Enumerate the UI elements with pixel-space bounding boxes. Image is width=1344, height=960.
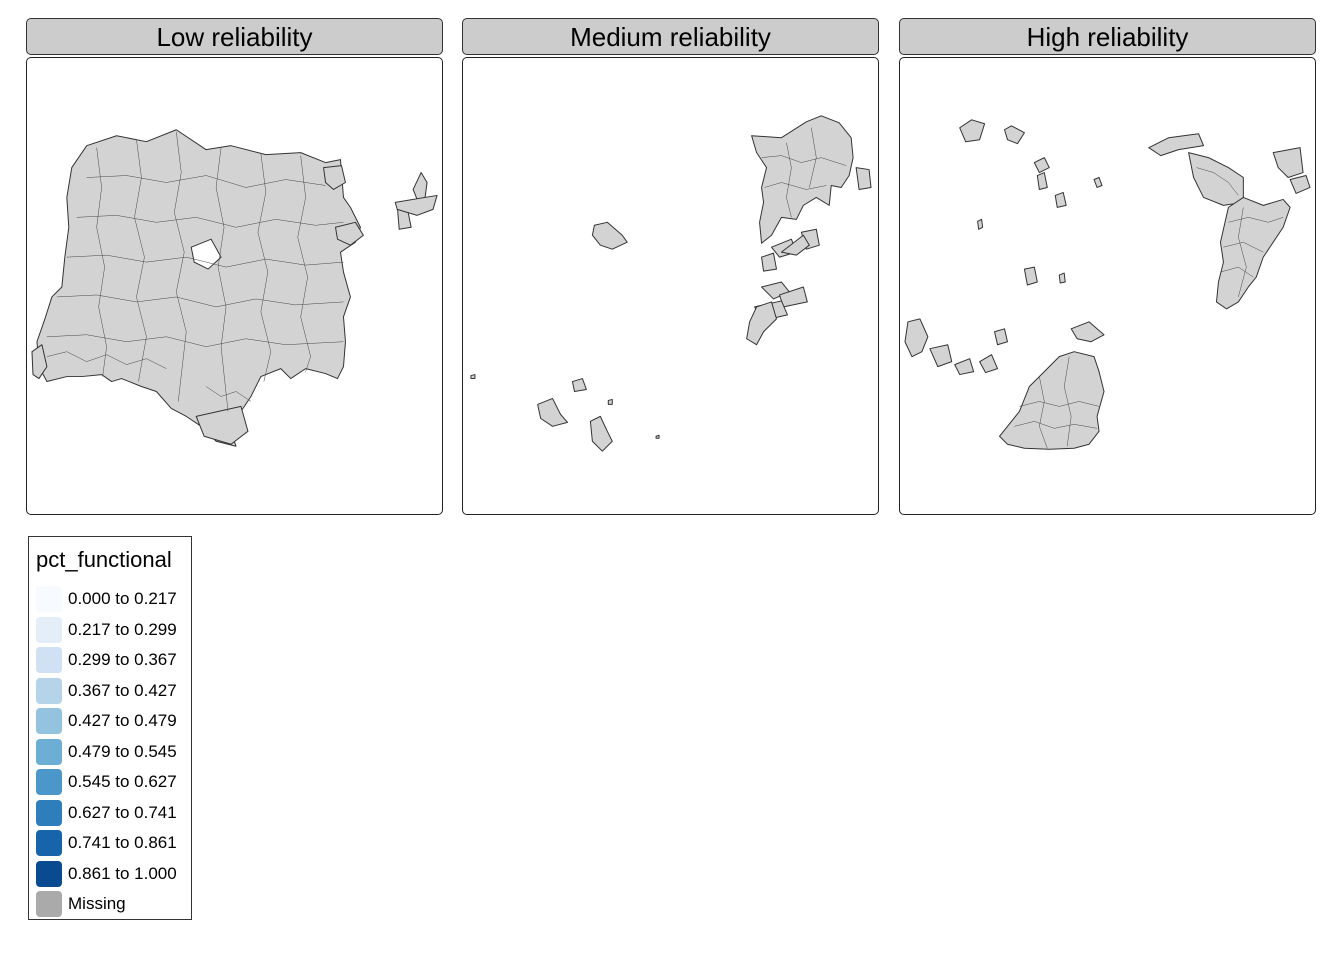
region-east-chain bbox=[1215, 196, 1291, 310]
legend-item: 0.427 to 0.479 bbox=[36, 706, 177, 737]
legend-swatch bbox=[36, 799, 62, 826]
region-dot-a bbox=[470, 374, 476, 380]
legend-swatch bbox=[36, 891, 62, 918]
region-south-c bbox=[954, 358, 975, 376]
facet-header: High reliability bbox=[899, 18, 1316, 55]
region-south-cluster bbox=[999, 351, 1105, 450]
legend-swatch bbox=[36, 769, 62, 796]
region-central-c bbox=[1054, 191, 1067, 208]
legend-items: 0.000 to 0.217 0.217 to 0.299 0.299 to 0… bbox=[36, 584, 177, 920]
legend-item: 0.861 to 1.000 bbox=[36, 859, 177, 890]
region-central-b bbox=[1036, 172, 1048, 190]
region-central-e bbox=[1023, 266, 1038, 286]
legend-label: 0.299 to 0.367 bbox=[68, 650, 177, 670]
map-panel bbox=[899, 57, 1316, 515]
region-island-c bbox=[394, 194, 438, 216]
map-panel bbox=[462, 57, 879, 515]
region-south-b bbox=[979, 354, 999, 374]
legend-swatch bbox=[36, 586, 62, 613]
legend-label: 0.741 to 0.861 bbox=[68, 833, 177, 853]
region-bay bbox=[190, 238, 222, 270]
legend-label: 0.545 to 0.627 bbox=[68, 772, 177, 792]
region-small-c bbox=[761, 252, 777, 272]
region-east-tip bbox=[1289, 175, 1311, 194]
region-boundaries bbox=[1196, 167, 1284, 298]
region-boundaries bbox=[46, 131, 344, 412]
legend-label: 0.627 to 0.741 bbox=[68, 802, 177, 822]
region-tiny bbox=[977, 218, 984, 230]
legend-swatch bbox=[36, 860, 62, 887]
region-island-b bbox=[412, 172, 428, 200]
region-south-d bbox=[994, 328, 1008, 346]
region-east-b bbox=[335, 221, 364, 246]
region-east-a bbox=[323, 165, 346, 190]
region-central-a bbox=[1033, 157, 1050, 174]
legend-swatch bbox=[36, 647, 62, 674]
legend-swatch bbox=[36, 738, 62, 765]
region-east-edge bbox=[1272, 147, 1304, 179]
region-east-edge bbox=[855, 167, 872, 190]
region-boundaries bbox=[761, 127, 847, 218]
legend-swatch bbox=[36, 616, 62, 643]
region-small-h bbox=[571, 378, 587, 392]
region-northeast-strip bbox=[1148, 133, 1205, 157]
region-northwest-b bbox=[1003, 125, 1025, 145]
legend-label: 0.217 to 0.299 bbox=[68, 619, 177, 639]
legend-item: 0.000 to 0.217 bbox=[36, 584, 177, 615]
region-south-coast bbox=[195, 405, 249, 445]
facet-title: Medium reliability bbox=[570, 21, 771, 52]
region-northeast-block bbox=[1188, 152, 1244, 206]
legend-swatch bbox=[36, 708, 62, 735]
legend-label: 0.861 to 1.000 bbox=[68, 863, 177, 883]
region-central bbox=[591, 221, 628, 250]
legend-item: 0.217 to 0.299 bbox=[36, 615, 177, 646]
legend-item: 0.627 to 0.741 bbox=[36, 798, 177, 829]
map-high-reliability bbox=[904, 119, 1311, 450]
facet-medium-reliability: Medium reliability bbox=[462, 18, 879, 515]
map-panel bbox=[26, 57, 443, 515]
facet-title: Low reliability bbox=[156, 21, 313, 52]
region-southeast bbox=[746, 301, 777, 346]
facet-high-reliability: High reliability bbox=[899, 18, 1316, 515]
region-northeast bbox=[751, 115, 854, 244]
legend-label: 0.000 to 0.217 bbox=[68, 589, 177, 609]
legend-label: 0.367 to 0.427 bbox=[68, 680, 177, 700]
legend-item: 0.479 to 0.545 bbox=[36, 737, 177, 768]
region-west-sliver bbox=[31, 344, 48, 380]
region-main bbox=[36, 129, 361, 447]
legend-item: 0.299 to 0.367 bbox=[36, 645, 177, 676]
region-dot-b bbox=[607, 398, 613, 405]
map-legend: pct_functional 0.000 to 0.217 0.217 to 0… bbox=[28, 536, 192, 920]
region-boundaries-south bbox=[1014, 356, 1100, 449]
facet-header: Medium reliability bbox=[462, 18, 879, 55]
region-central-d bbox=[1093, 177, 1103, 188]
region-south-a bbox=[1070, 321, 1105, 343]
legend-title: pct_functional bbox=[36, 547, 172, 572]
legend-item: 0.545 to 0.627 bbox=[36, 767, 177, 798]
region-dot-c bbox=[655, 434, 660, 439]
legend-label: 0.479 to 0.545 bbox=[68, 741, 177, 761]
region-southwest bbox=[904, 318, 929, 358]
map-low-reliability bbox=[31, 129, 438, 447]
facet-low-reliability: Low reliability bbox=[26, 18, 443, 515]
facet-header: Low reliability bbox=[26, 18, 443, 55]
legend-item: 0.741 to 0.861 bbox=[36, 828, 177, 859]
region-small-d bbox=[780, 234, 810, 256]
legend-swatch bbox=[36, 830, 62, 857]
region-southwest bbox=[537, 397, 568, 427]
region-cluster-west bbox=[929, 344, 953, 368]
legend-item: Missing bbox=[36, 889, 177, 920]
legend-item: 0.367 to 0.427 bbox=[36, 676, 177, 707]
region-northwest-a bbox=[959, 119, 986, 143]
region-south bbox=[589, 415, 613, 452]
legend-label: 0.427 to 0.479 bbox=[68, 711, 177, 731]
map-medium-reliability bbox=[470, 115, 872, 452]
legend-label: Missing bbox=[68, 894, 126, 914]
legend-swatch bbox=[36, 677, 62, 704]
region-central-f bbox=[1058, 272, 1066, 284]
facet-title: High reliability bbox=[1026, 21, 1189, 52]
